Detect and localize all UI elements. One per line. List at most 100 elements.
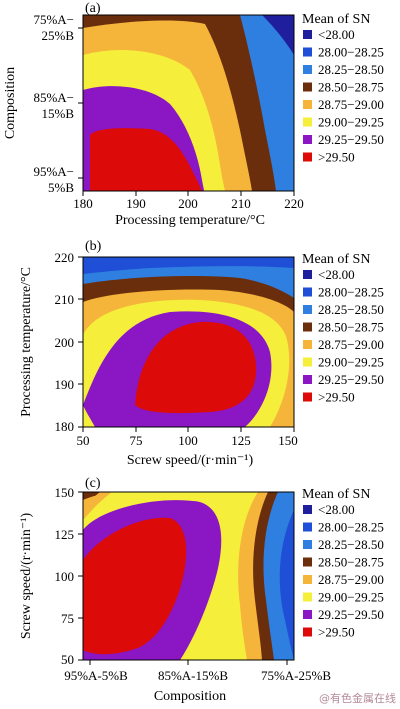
panel-b-xtick-2: 100 <box>178 433 198 448</box>
legend-label: 28.25−28.50 <box>318 537 384 552</box>
panel-a-ytick-0-line2: 25%B <box>42 28 75 43</box>
panel-c-ylabel: Screw speed/(r·min⁻¹) <box>19 513 34 640</box>
panel-a-xtick-4: 220 <box>284 196 304 211</box>
legend-swatch <box>303 522 312 532</box>
panel-c-region-orange-corner <box>83 492 112 520</box>
legend-swatch <box>303 557 312 567</box>
panel-c-label: (c) <box>85 476 101 491</box>
legend-swatch <box>303 47 312 57</box>
panel-a-xlabel: Processing temperature/°C <box>115 213 265 228</box>
legend-swatch <box>303 505 312 514</box>
panel-b-label: (b) <box>85 239 102 254</box>
panel-c-ytick-1: 125 <box>55 527 75 542</box>
panel-a-tick-marks <box>78 27 295 196</box>
legend-label: 28.50−28.75 <box>318 320 384 335</box>
legend-label: 28.50−28.75 <box>318 80 384 95</box>
panel-b-xtick-3: 125 <box>231 433 251 448</box>
legend-swatch <box>303 540 312 549</box>
panel-c-ytick-3: 75 <box>61 611 74 626</box>
panel-b: (b) 50 75 100 125 150 220 2 <box>19 239 384 468</box>
legend-swatch <box>303 30 312 39</box>
panel-b-ytick-4: 180 <box>55 419 75 434</box>
panel-c-xtick-1: 85%A-15%B <box>158 668 228 683</box>
panel-b-contours <box>83 257 294 427</box>
panel-a-xtick-2: 200 <box>178 196 198 211</box>
legend-swatch <box>303 575 312 584</box>
watermark: @有色金属在线 <box>319 691 396 705</box>
panel-b-ytick-2: 200 <box>55 335 75 350</box>
panel-a: (a) 180 190 200 210 220 75%A− <box>3 1 384 228</box>
panel-c: (c) 95%A-5%B 85%A-15%B 75%A-25%B 150 <box>19 476 384 704</box>
panel-a-ytick-1-line1: 85%A− <box>33 90 74 105</box>
legend-label: >29.50 <box>318 390 355 405</box>
legend-label: 29.25−29.50 <box>318 372 384 387</box>
panel-c-ytick-4: 50 <box>61 652 74 667</box>
legend-swatch <box>303 305 312 314</box>
panel-c-ytick-2: 100 <box>55 569 75 584</box>
legend-label: 29.00−29.25 <box>318 355 384 370</box>
legend-title: Mean of SN <box>302 252 370 267</box>
legend-label: 29.00−29.25 <box>318 590 384 605</box>
legend-swatch <box>303 100 312 109</box>
panel-a-xtick-1: 190 <box>126 196 146 211</box>
panel-c-ytick-0: 150 <box>55 485 75 500</box>
panel-b-ytick-1: 210 <box>55 292 75 307</box>
legend-swatch <box>303 340 312 349</box>
panel-b-xtick-4: 150 <box>278 433 298 448</box>
panel-a-xtick-3: 210 <box>231 196 251 211</box>
legend-title: Mean of SN <box>302 12 370 27</box>
panel-a-region-navy <box>262 15 294 55</box>
panel-a-ylabel: Composition <box>3 67 18 139</box>
legend-label: 28.00−28.25 <box>318 285 384 300</box>
legend-swatch <box>303 322 312 332</box>
panel-b-xlabel: Screw speed/(r·min⁻¹) <box>127 453 254 468</box>
legend-label: 28.25−28.50 <box>318 302 384 317</box>
panel-c-region-red <box>83 517 187 655</box>
panel-c-xlabel: Composition <box>154 689 226 704</box>
legend-label: 28.00−28.25 <box>318 45 384 60</box>
legend-swatch <box>303 592 312 602</box>
legend-swatch <box>303 627 312 637</box>
legend-swatch <box>303 152 312 162</box>
panel-c-tick-marks <box>78 491 288 665</box>
legend-swatch <box>303 270 312 279</box>
panel-b-xtick-0: 50 <box>77 433 90 448</box>
panel-b-tick-marks <box>78 256 295 432</box>
panel-b-legend: Mean of SN<28.00 28.00−28.25 28.25−28.50 28… <box>302 252 384 405</box>
legend-label: 29.25−29.50 <box>318 607 384 622</box>
panel-b-region-red <box>135 321 257 414</box>
panel-c-legend: Mean of SN<28.00 28.00−28.25 28.25−28.50 28… <box>302 487 384 640</box>
legend-title: Mean of SN <box>302 487 370 502</box>
panel-a-ytick-2-line2: 5%B <box>48 180 74 195</box>
panel-c-xtick-2: 75%A-25%B <box>261 668 331 683</box>
legend-swatch <box>303 117 312 127</box>
legend-swatch <box>303 357 312 367</box>
legend-label: <28.00 <box>318 267 355 282</box>
panel-a-region-red <box>90 128 202 191</box>
legend-label: 28.50−28.75 <box>318 555 384 570</box>
panel-a-ytick-2-line1: 95%A− <box>33 164 74 179</box>
panel-b-region-midblue <box>83 257 294 274</box>
panel-a-label: (a) <box>85 1 101 16</box>
legend-label: 29.00−29.25 <box>318 115 384 130</box>
legend-label: >29.50 <box>318 150 355 165</box>
panel-a-xtick-0: 180 <box>73 196 93 211</box>
legend-swatch <box>303 287 312 297</box>
legend-swatch <box>303 392 312 402</box>
panel-a-ytick-1-line2: 15%B <box>42 106 75 121</box>
panel-a-legend: Mean of SN<28.00 28.00−28.25 28.25−28.50 28… <box>302 12 384 165</box>
legend-label: >29.50 <box>318 625 355 640</box>
panel-b-ytick-3: 190 <box>55 377 75 392</box>
panel-c-contours <box>83 492 294 660</box>
legend-label: <28.00 <box>318 27 355 42</box>
panel-b-ytick-0: 220 <box>55 250 75 265</box>
legend-swatch <box>303 135 312 144</box>
legend-swatch <box>303 82 312 92</box>
legend-swatch <box>303 65 312 74</box>
panel-c-xtick-0: 95%A-5%B <box>64 668 128 683</box>
panel-b-xtick-1: 75 <box>130 433 143 448</box>
legend-label: 28.75−29.00 <box>318 97 384 112</box>
legend-swatch <box>303 610 312 619</box>
legend-label: 28.25−28.50 <box>318 62 384 77</box>
